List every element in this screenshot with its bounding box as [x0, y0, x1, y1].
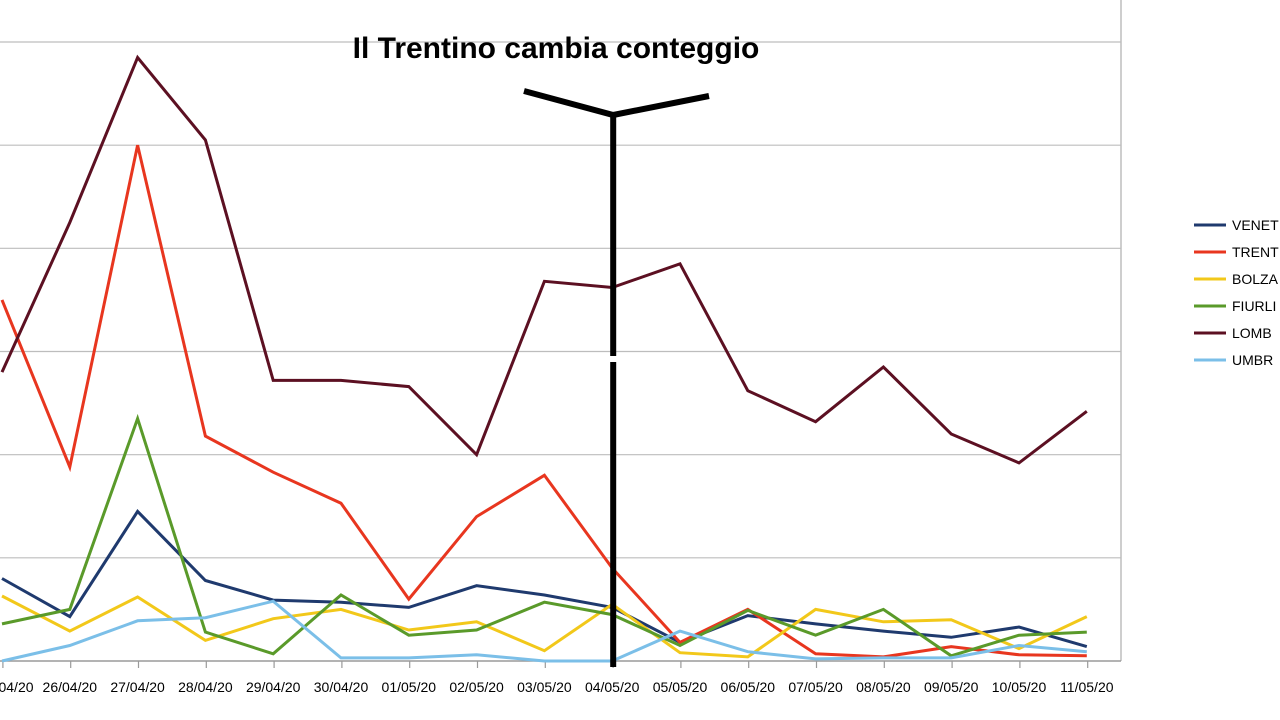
legend-label: BOLZA [1232, 271, 1279, 287]
x-tick-label: 02/05/20 [449, 679, 504, 695]
x-tick-label: 27/04/20 [110, 679, 165, 695]
x-tick-label: 01/05/20 [382, 679, 437, 695]
series-line-umbria [1, 599, 1087, 663]
annotation: Il Trentino cambia conteggio [353, 32, 760, 667]
legend-label: LOMB [1232, 325, 1272, 341]
series-line-veneto [1, 509, 1088, 649]
legend-label: TRENT [1232, 244, 1279, 260]
x-tick-label: 04/20 [0, 679, 34, 695]
x-tick-label: 29/04/20 [246, 679, 301, 695]
x-tick-label: 26/04/20 [43, 679, 98, 695]
x-tick-label: 07/05/20 [788, 679, 843, 695]
x-tick-label: 05/05/20 [653, 679, 708, 695]
legend: VENET TRENT BOLZA FIURLI LOMB UMBR [1194, 217, 1279, 368]
x-tick-label: 04/05/20 [585, 679, 640, 695]
x-tick-label: 28/04/20 [178, 679, 233, 695]
series-line-friuli [1, 413, 1087, 658]
series-line-lombardia [0, 54, 1088, 465]
x-tick-label: 10/05/20 [992, 679, 1047, 695]
legend-label: FIURLI [1232, 298, 1276, 314]
x-tick-label: 11/05/20 [1060, 679, 1114, 695]
legend-label: VENET [1232, 217, 1279, 233]
series-lines [0, 54, 1088, 663]
series-line-bolzano [1, 594, 1088, 659]
x-tick-label: 03/05/20 [517, 679, 572, 695]
x-tick-label: 09/05/20 [924, 679, 979, 695]
x-axis: 04/20 26/04/20 27/04/20 28/04/20 29/04/20 30/… [0, 660, 1121, 695]
annotation-bracket [523, 88, 710, 119]
x-tick-label: 06/05/20 [721, 679, 776, 695]
annotation-text: Il Trentino cambia conteggio [353, 32, 760, 65]
x-tick-label: 08/05/20 [856, 679, 911, 695]
series-line-trentino [0, 144, 1087, 659]
legend-label: UMBR [1232, 352, 1273, 368]
x-tick-label: 30/04/20 [314, 679, 369, 695]
